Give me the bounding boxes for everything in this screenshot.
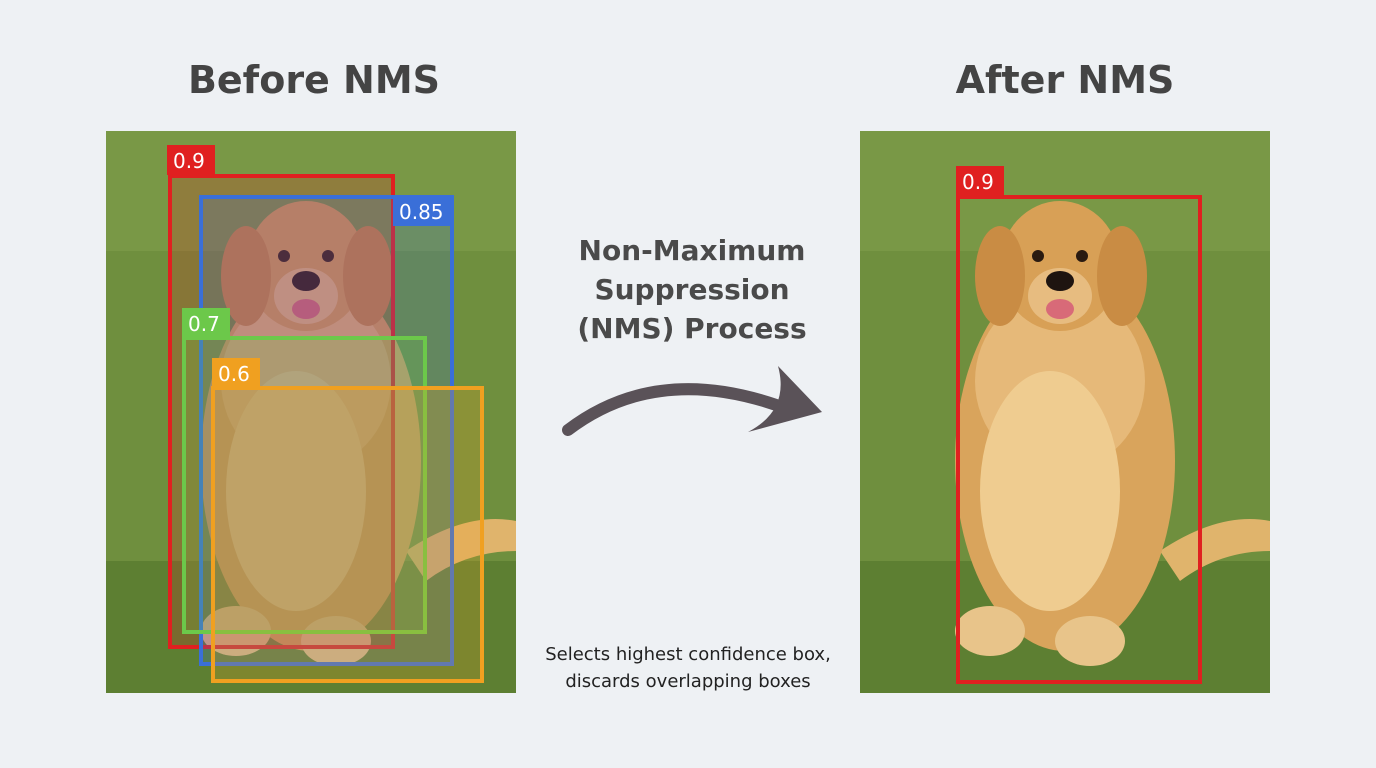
arrow-head — [748, 366, 822, 432]
box-label-bg — [182, 308, 230, 338]
boxes: 0.9 0.85 0.7 0.6 0.9 — [167, 145, 1202, 684]
box-label: 0.9 — [962, 170, 994, 194]
box-label-bg — [393, 196, 453, 226]
after-title: After NMS — [956, 58, 1175, 102]
box-label: 0.85 — [399, 200, 444, 224]
box-label-bg — [212, 358, 260, 388]
box-label-bg — [956, 166, 1004, 196]
box — [211, 386, 484, 683]
before-title: Before NMS — [188, 58, 440, 102]
box-label: 0.7 — [188, 312, 220, 336]
box-label-bg — [167, 145, 215, 175]
process-line: Suppression — [594, 273, 789, 306]
arrow — [562, 383, 796, 436]
box — [956, 195, 1202, 684]
process-line: Non-Maximum — [579, 234, 806, 267]
process-line: (NMS) Process — [577, 312, 806, 345]
box-label: 0.9 — [173, 149, 205, 173]
after-image — [860, 131, 1270, 693]
box — [199, 195, 454, 666]
box — [168, 174, 395, 649]
caption-line: Selects highest confidence box, — [545, 644, 831, 665]
box-label: 0.6 — [218, 362, 250, 386]
caption-line: discards overlapping boxes — [565, 671, 810, 692]
